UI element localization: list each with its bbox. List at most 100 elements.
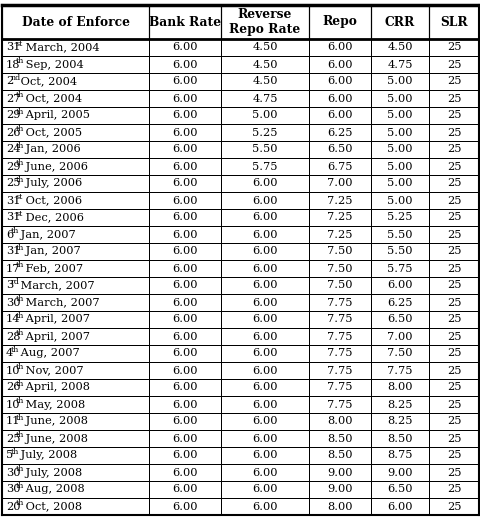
Bar (309, 158, 371, 175)
Bar (371, 260, 429, 277)
Text: 25: 25 (447, 349, 461, 359)
Bar (429, 328, 479, 345)
Bar (309, 345, 371, 362)
Bar (149, 413, 221, 430)
Text: 25: 25 (447, 111, 461, 121)
Text: th: th (15, 466, 24, 473)
Text: 5.75: 5.75 (387, 263, 413, 273)
Text: 6.00: 6.00 (172, 451, 198, 461)
Text: 6.00: 6.00 (172, 196, 198, 205)
Text: 7.25: 7.25 (327, 230, 353, 240)
Text: 29: 29 (6, 111, 21, 121)
Bar (221, 396, 309, 413)
Text: 5.00: 5.00 (387, 94, 413, 104)
Text: 6.00: 6.00 (327, 59, 353, 69)
Text: 6.00: 6.00 (252, 315, 278, 324)
Text: 25: 25 (447, 77, 461, 87)
Text: Oct, 2008: Oct, 2008 (22, 501, 82, 512)
Bar (371, 141, 429, 158)
Text: Bank Rate: Bank Rate (149, 15, 221, 29)
Bar (309, 260, 371, 277)
Text: 26: 26 (6, 127, 21, 138)
Bar (2, 226, 149, 243)
Text: 11: 11 (6, 416, 21, 426)
Text: th: th (15, 363, 24, 371)
Text: 25: 25 (447, 42, 461, 52)
Bar (371, 209, 429, 226)
Text: 5.00: 5.00 (387, 196, 413, 205)
Text: th: th (11, 227, 19, 235)
Text: 28: 28 (6, 332, 21, 342)
Text: 6.00: 6.00 (387, 501, 413, 512)
Bar (429, 56, 479, 73)
Bar (371, 379, 429, 396)
Text: 31: 31 (6, 213, 21, 223)
Text: 6.00: 6.00 (172, 416, 198, 426)
Bar (149, 430, 221, 447)
Bar (371, 226, 429, 243)
Text: th: th (15, 499, 24, 507)
Bar (149, 311, 221, 328)
Text: th: th (15, 295, 24, 304)
Text: June, 2006: June, 2006 (22, 161, 88, 171)
Text: 6.00: 6.00 (252, 178, 278, 188)
Text: 6.00: 6.00 (252, 349, 278, 359)
Bar (371, 294, 429, 311)
Bar (149, 328, 221, 345)
Text: th: th (15, 313, 24, 321)
Text: th: th (15, 58, 24, 66)
Text: 6.00: 6.00 (327, 94, 353, 104)
Bar (371, 498, 429, 515)
Text: June, 2008: June, 2008 (22, 416, 88, 426)
Bar (2, 243, 149, 260)
Text: 25: 25 (447, 451, 461, 461)
Text: 29: 29 (6, 161, 21, 171)
Bar (309, 56, 371, 73)
Text: 5.50: 5.50 (387, 230, 413, 240)
Bar (2, 107, 149, 124)
Text: th: th (15, 159, 24, 168)
Text: 7.75: 7.75 (327, 382, 353, 393)
Bar (149, 175, 221, 192)
Text: 6.00: 6.00 (252, 230, 278, 240)
Text: 6.00: 6.00 (172, 59, 198, 69)
Text: 6.00: 6.00 (172, 42, 198, 52)
Bar (371, 328, 429, 345)
Text: th: th (15, 330, 24, 338)
Text: 7.75: 7.75 (387, 366, 413, 376)
Text: 25: 25 (447, 332, 461, 342)
Bar (309, 464, 371, 481)
Text: 20: 20 (6, 501, 21, 512)
Text: 8.00: 8.00 (387, 382, 413, 393)
Bar (221, 5, 309, 39)
Text: 6.00: 6.00 (387, 280, 413, 290)
Text: Sep, 2004: Sep, 2004 (22, 59, 84, 69)
Text: 9.00: 9.00 (327, 485, 353, 495)
Bar (2, 464, 149, 481)
Text: 7.00: 7.00 (387, 332, 413, 342)
Bar (221, 141, 309, 158)
Text: 6.25: 6.25 (327, 127, 353, 138)
Text: st: st (15, 194, 23, 202)
Text: 6.00: 6.00 (172, 433, 198, 443)
Bar (149, 90, 221, 107)
Bar (149, 73, 221, 90)
Text: th: th (15, 244, 24, 252)
Bar (371, 277, 429, 294)
Text: th: th (15, 432, 24, 440)
Bar (371, 396, 429, 413)
Bar (309, 226, 371, 243)
Bar (149, 141, 221, 158)
Text: 5.75: 5.75 (252, 161, 278, 171)
Bar (429, 243, 479, 260)
Bar (309, 447, 371, 464)
Text: 25: 25 (447, 280, 461, 290)
Text: 6.00: 6.00 (327, 111, 353, 121)
Text: 25: 25 (447, 144, 461, 154)
Bar (149, 396, 221, 413)
Bar (2, 124, 149, 141)
Text: Dec, 2006: Dec, 2006 (22, 213, 84, 223)
Bar (429, 260, 479, 277)
Text: 7.75: 7.75 (327, 399, 353, 409)
Bar (371, 124, 429, 141)
